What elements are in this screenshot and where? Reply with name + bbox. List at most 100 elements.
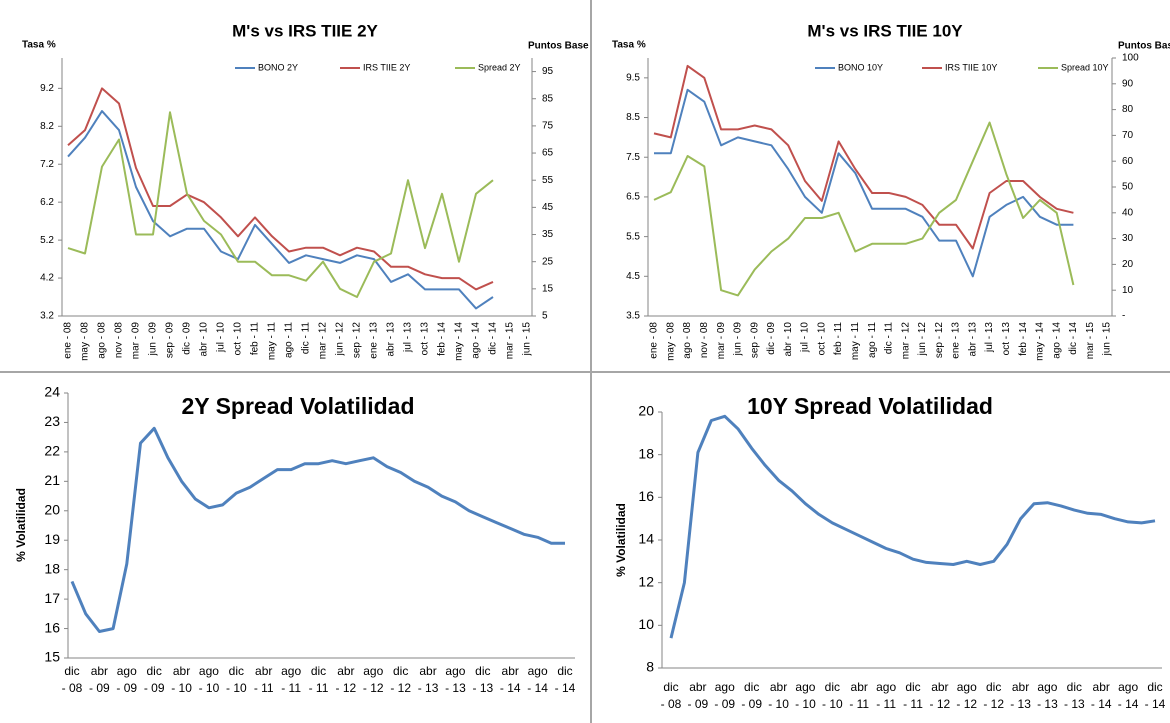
x-tick-label-line: - 10	[768, 697, 789, 711]
x-tick-label: dic - 14	[555, 664, 576, 695]
x-tick-label: abr - 13	[386, 322, 397, 357]
legend-label: IRS TIIE 2Y	[363, 62, 410, 72]
x-tick-label: dic - 12	[390, 664, 411, 695]
y-tick-label: 4.5	[626, 271, 640, 282]
x-tick-label-line: - 10	[822, 697, 843, 711]
x-tick-label: sep - 09	[749, 322, 760, 359]
x-tick-label: abr - 12	[930, 680, 951, 711]
x-tick-label-line: abr	[689, 680, 706, 694]
x-tick-label-line: - 11	[254, 681, 274, 695]
y-tick-label: 3.5	[626, 311, 640, 322]
y2-tick-label: 65	[542, 148, 554, 159]
y2-tick-label: 60	[1122, 156, 1134, 167]
x-tick-label: ago - 09	[116, 664, 137, 695]
x-tick-label: dic - 10	[822, 680, 843, 711]
y2-tick-label: -	[1122, 311, 1125, 322]
y2-axis-label: Puntos Base	[528, 41, 589, 52]
x-tick-label: mar - 09	[716, 322, 727, 360]
y2-tick-label: 10	[1122, 285, 1134, 296]
x-tick-label: ago - 10	[795, 680, 816, 711]
x-tick-label-line: abr	[91, 664, 108, 678]
x-tick-label: jun - 09	[733, 322, 744, 357]
x-tick-label-line: - 14	[500, 681, 521, 695]
x-tick-label-line: ago	[715, 680, 735, 694]
y-tick-label: 5.5	[626, 231, 640, 242]
y2-tick-label: 55	[542, 175, 554, 186]
x-tick-label: feb - 11	[833, 322, 844, 356]
x-tick-label-line: dic	[64, 664, 79, 678]
x-tick-label: abr - 14	[1091, 680, 1112, 711]
x-tick-label-line: - 13	[445, 681, 466, 695]
x-tick-label: abr - 12	[336, 664, 357, 695]
y-tick-label: 7.5	[626, 152, 640, 163]
x-tick-label: oct - 13	[420, 322, 431, 356]
y2-tick-label: 25	[542, 256, 554, 267]
x-tick-label-line: ago	[445, 664, 465, 678]
x-tick-label: dic - 11	[301, 322, 312, 354]
x-tick-label-line: - 09	[741, 697, 762, 711]
x-tick-label-line: - 10	[171, 681, 192, 695]
x-tick-label: jul - 13	[984, 322, 995, 353]
x-tick-label-line: - 08	[661, 697, 682, 711]
x-tick-label-line: - 11	[849, 697, 869, 711]
y2-tick-label: 75	[542, 121, 554, 132]
x-tick-label: dic - 10	[226, 664, 247, 695]
x-tick-label: abr - 10	[199, 322, 210, 357]
x-tick-label: ago - 10	[199, 664, 220, 695]
x-tick-label-line: - 09	[144, 681, 165, 695]
x-tick-label: feb - 14	[437, 322, 448, 356]
y-tick-label: 5.2	[40, 235, 54, 246]
x-tick-label: dic - 12	[983, 680, 1004, 711]
x-tick-label: dic - 11	[884, 322, 895, 354]
x-tick-label-line: abr	[337, 664, 354, 678]
x-tick-label-line: ago	[1118, 680, 1138, 694]
x-tick-label-line: - 11	[903, 697, 923, 711]
x-tick-label-line: - 12	[363, 681, 384, 695]
x-tick-label: jul - 10	[216, 322, 227, 353]
x-tick-label: abr - 09	[89, 664, 110, 695]
x-tick-label: ene - 13	[369, 322, 380, 359]
y2-tick-label: 70	[1122, 130, 1134, 141]
y-tick-label: 10	[638, 616, 654, 632]
y2-tick-label: 50	[1122, 182, 1134, 193]
chart-title: M's vs IRS TIIE 2Y	[232, 21, 378, 40]
y2-tick-label: 85	[542, 93, 554, 104]
y-axis-label: % Volatilidad	[614, 503, 628, 577]
y2-tick-label: 90	[1122, 78, 1134, 89]
y-tick-label: 15	[44, 649, 60, 665]
series-line	[67, 87, 494, 291]
x-tick-label-line: dic	[1067, 680, 1082, 694]
y2-tick-label: 20	[1122, 259, 1134, 270]
x-tick-label-line: dic	[393, 664, 408, 678]
x-tick-label-line: ago	[876, 680, 896, 694]
y-tick-label: 4.2	[40, 273, 54, 284]
x-tick-label: dic - 08	[661, 680, 682, 711]
x-tick-label: ago - 09	[714, 680, 735, 711]
y-tick-label: 18	[638, 445, 654, 461]
y2-tick-label: 100	[1122, 53, 1139, 64]
x-tick-label: ene - 08	[63, 322, 74, 359]
x-tick-label-line: abr	[173, 664, 190, 678]
x-tick-label: jun - 12	[335, 322, 346, 357]
x-tick-label: dic - 11	[903, 680, 923, 711]
x-tick-label-line: abr	[1012, 680, 1029, 694]
y-tick-label: 7.2	[40, 159, 54, 170]
x-tick-label-line: - 14	[1118, 697, 1139, 711]
y-tick-label: 16	[44, 619, 60, 635]
x-tick-label: dic - 14	[1068, 322, 1079, 355]
y-tick-label: 9.2	[40, 83, 54, 94]
x-tick-label-line: dic	[475, 664, 490, 678]
x-tick-label-line: ago	[281, 664, 301, 678]
x-tick-label-line: abr	[851, 680, 868, 694]
x-tick-label-line: abr	[502, 664, 519, 678]
x-tick-label: dic - 14	[1145, 680, 1166, 711]
x-tick-label-line: - 10	[226, 681, 247, 695]
x-tick-label-line: - 09	[688, 697, 709, 711]
x-tick-label-line: - 12	[983, 697, 1004, 711]
x-tick-label-line: - 11	[876, 697, 896, 711]
x-tick-label-line: - 14	[1145, 697, 1166, 711]
series-line	[67, 111, 494, 298]
x-tick-label: mar - 12	[900, 322, 911, 360]
